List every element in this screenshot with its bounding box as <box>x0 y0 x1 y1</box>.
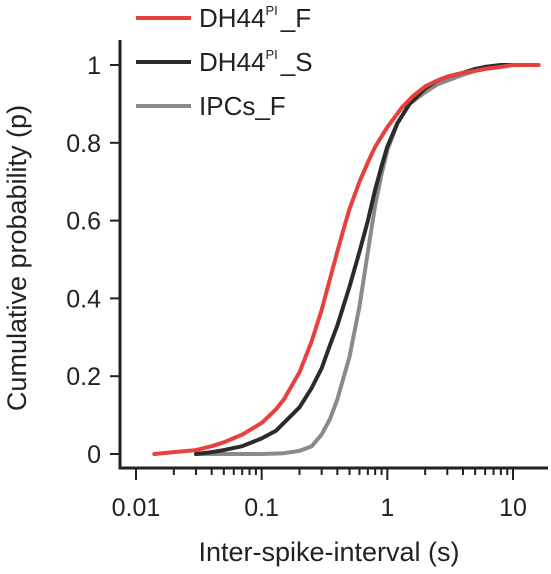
legend: DH44PI _F DH44PI _S IPCs_F <box>136 3 313 121</box>
y-tick-label: 0.8 <box>66 130 101 158</box>
y-tick-label: 0.2 <box>66 363 101 391</box>
series-line-3 <box>194 63 530 456</box>
x-tick-label: 10 <box>499 494 527 522</box>
axes-layer <box>118 40 548 470</box>
y-tick-label: 0 <box>87 441 101 469</box>
x-tick-label: 0.01 <box>112 494 161 522</box>
series-line-2 <box>194 63 515 456</box>
x-tick-label: 0.1 <box>244 494 279 522</box>
y-tick-label: 0.4 <box>66 285 101 313</box>
series-line-1 <box>152 63 541 456</box>
legend-label: DH44PI _F <box>199 3 311 33</box>
y-axis-label: Cumulative probability (p) <box>2 105 32 411</box>
legend-label: IPCs_F <box>199 91 286 121</box>
series-layer <box>152 63 541 456</box>
legend-label: DH44PI _S <box>199 47 313 77</box>
y-tick-label: 1 <box>87 52 101 80</box>
x-ticks: 0.01 0.1 1 10 <box>112 468 527 522</box>
x-tick-label: 1 <box>380 494 394 522</box>
x-axis-label: Inter-spike-interval (s) <box>198 537 459 567</box>
y-ticks: 0 0.2 0.4 0.6 0.8 1 <box>66 52 120 469</box>
y-tick-label: 0.6 <box>66 208 101 236</box>
